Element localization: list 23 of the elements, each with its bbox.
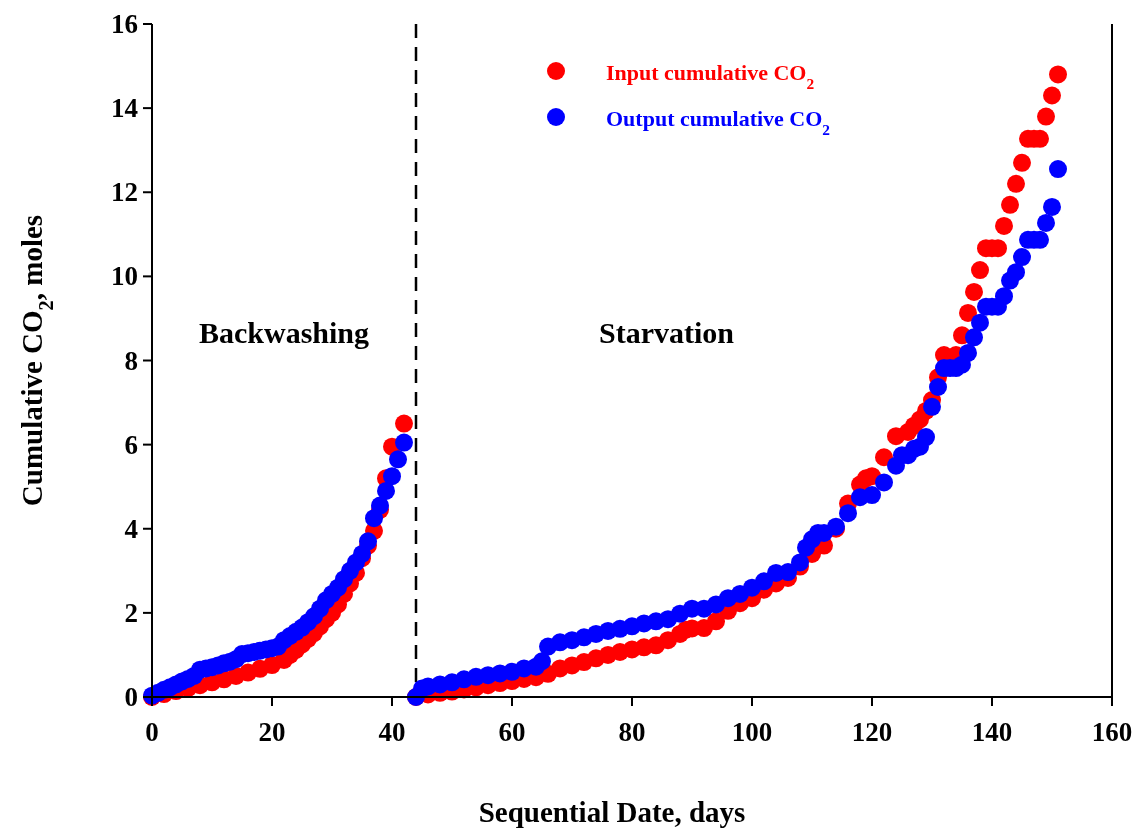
y-tick-label: 6 <box>124 429 138 460</box>
y-tick-label: 8 <box>124 345 138 376</box>
y-tick-label: 10 <box>111 261 138 292</box>
y-tick-label: 16 <box>111 9 138 39</box>
x-tick-label: 160 <box>1091 717 1133 747</box>
annotation: Backwashing <box>198 316 370 349</box>
x-tick-label: 80 <box>618 717 646 747</box>
x-tick-label: 0 <box>145 717 159 747</box>
x-tick-label: 40 <box>378 717 406 747</box>
x-tick-label: 100 <box>731 717 773 747</box>
y-tick-label: 14 <box>111 93 138 124</box>
legend-label: Input cumulative CO$_{2}$ <box>606 60 815 92</box>
annotation: Starvation <box>599 316 735 349</box>
x-axis-title: Sequential Date, days <box>478 796 746 828</box>
legend-label: Output cumulative CO$_{2}$ <box>606 106 831 138</box>
y-tick-label: 2 <box>124 597 138 628</box>
x-tick-label: 140 <box>971 717 1013 747</box>
x-tick-label: 60 <box>498 717 526 747</box>
x-tick-label: 20 <box>258 717 286 747</box>
y-tick-label: 0 <box>124 682 138 712</box>
y-tick-label: 12 <box>111 177 138 208</box>
y-tick-label: 4 <box>124 513 138 544</box>
x-tick-label: 120 <box>851 717 893 747</box>
